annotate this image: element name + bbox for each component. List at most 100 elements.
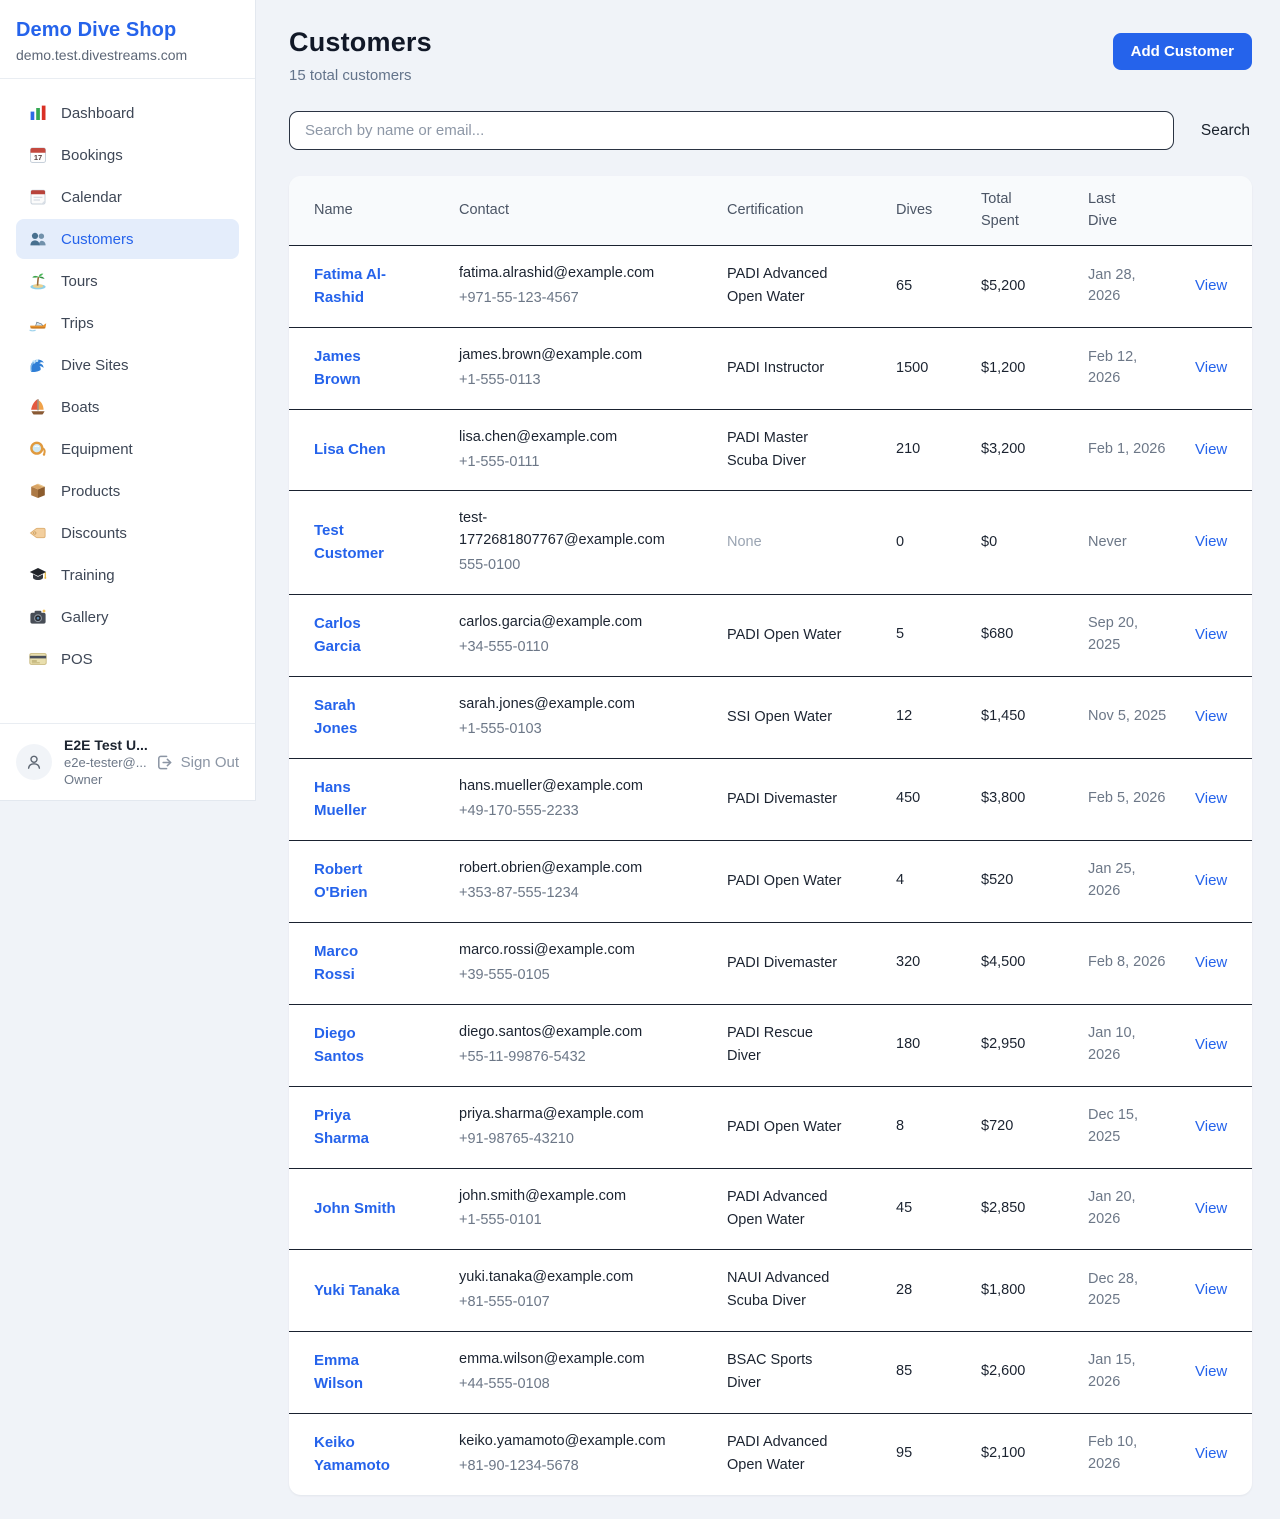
table-row: Sarah Jones sarah.jones@example.com +1-555…	[289, 676, 1252, 759]
customer-email: john.smith@example.com	[459, 1187, 627, 1204]
customer-name-link[interactable]: Keiko Yamamoto	[314, 1433, 390, 1474]
column-header-contact: Contact	[447, 176, 715, 246]
column-header-actions	[1183, 176, 1252, 246]
customer-contact-cell: yuki.tanaka@example.com +81-555-0107	[447, 1249, 715, 1332]
view-link[interactable]: View	[1195, 1362, 1228, 1380]
customer-name-link[interactable]: Diego Santos	[314, 1024, 365, 1065]
customer-certification-cell: PADI Instructor	[715, 327, 884, 410]
view-link[interactable]: View	[1195, 707, 1228, 725]
customer-phone: +1-555-0111	[459, 453, 540, 470]
user-info: E2E Test U... e2e-tester@... Owner	[64, 737, 148, 787]
customer-name-link[interactable]: Sarah Jones	[314, 696, 358, 737]
customer-name-link[interactable]: Priya Sharma	[314, 1106, 370, 1147]
search-button[interactable]: Search	[1199, 116, 1252, 146]
search-input[interactable]	[289, 111, 1174, 150]
sidebar-item-dive-sites[interactable]: Dive Sites	[16, 345, 239, 385]
customer-dives-cell: 5	[884, 594, 969, 677]
customer-certification-cell: PADI Open Water	[715, 1086, 884, 1169]
customer-contact-cell: lisa.chen@example.com +1-555-0111	[447, 409, 715, 492]
customer-name-link[interactable]: Robert O'Brien	[314, 860, 368, 901]
customer-certification: PADI Advanced Open Water	[727, 1434, 828, 1474]
customer-phone: +49-170-555-2233	[459, 802, 579, 819]
sidebar-item-bookings[interactable]: Bookings	[16, 135, 239, 175]
column-header-dives: Dives	[884, 176, 969, 246]
sidebar-item-boats[interactable]: Boats	[16, 387, 239, 427]
customer-name-cell: Yuki Tanaka	[289, 1249, 447, 1332]
customer-certification-cell: SSI Open Water	[715, 676, 884, 759]
customer-name-link[interactable]: Yuki Tanaka	[314, 1281, 400, 1299]
customer-phone: 555-0100	[459, 556, 521, 573]
customer-certification-cell: None	[715, 490, 884, 595]
sidebar-item-tours[interactable]: Tours	[16, 261, 239, 301]
sidebar-item-equipment[interactable]: Equipment	[16, 429, 239, 469]
sidebar-item-dashboard[interactable]: Dashboard	[16, 93, 239, 133]
sidebar-item-discounts[interactable]: Discounts	[16, 513, 239, 553]
view-link[interactable]: View	[1195, 789, 1228, 807]
customer-name-link[interactable]: John Smith	[314, 1200, 396, 1218]
view-link[interactable]: View	[1195, 1444, 1228, 1462]
view-link[interactable]: View	[1195, 440, 1228, 458]
customer-name-link[interactable]: Fatima Al-Rashid	[314, 265, 386, 307]
customer-name-link[interactable]: Test Customer	[314, 522, 385, 563]
sidebar-item-products[interactable]: Products	[16, 471, 239, 511]
customer-last-dive-cell: Jan 25, 2026	[1076, 840, 1183, 923]
customer-dives-cell: 320	[884, 922, 969, 1005]
customer-certification: PADI Open Water	[727, 1118, 842, 1135]
customer-name-cell: Hans Mueller	[289, 758, 447, 841]
add-customer-button[interactable]: Add Customer	[1112, 33, 1252, 70]
view-link[interactable]: View	[1195, 953, 1228, 971]
customers-table: Name Contact Certification Dives Total Spent…	[289, 176, 1252, 1495]
view-link[interactable]: View	[1195, 1035, 1228, 1053]
customer-last-dive-cell: Jan 10, 2026	[1076, 1004, 1183, 1087]
customer-name-link[interactable]: Marco Rossi	[314, 942, 359, 983]
customer-certification: PADI Master Scuba Diver	[727, 430, 809, 470]
sidebar-item-training[interactable]: Training	[16, 555, 239, 595]
customer-name-link[interactable]: Carlos Garcia	[314, 614, 361, 655]
gallery-icon	[28, 607, 48, 627]
view-link[interactable]: View	[1195, 277, 1228, 295]
customer-actions-cell: View	[1183, 490, 1252, 595]
table-row: Test Customer test-1772681807767@example.…	[289, 490, 1252, 595]
customer-certification-cell: NAUI Advanced Scuba Diver	[715, 1249, 884, 1332]
customer-name-link[interactable]: Hans Mueller	[314, 778, 367, 819]
sidebar-item-gallery[interactable]: Gallery	[16, 597, 239, 637]
customer-contact-cell: carlos.garcia@example.com +34-555-0110	[447, 594, 715, 677]
customer-email: yuki.tanaka@example.com	[459, 1269, 634, 1286]
customer-total-spent-cell: $1,800	[969, 1249, 1076, 1332]
customer-phone: +34-555-0110	[459, 638, 549, 655]
customer-email: lisa.chen@example.com	[459, 428, 618, 445]
view-link[interactable]: View	[1195, 1281, 1228, 1299]
customer-actions-cell: View	[1183, 1086, 1252, 1169]
customer-last-dive-cell: Never	[1076, 490, 1183, 595]
customer-name-link[interactable]: James Brown	[314, 347, 361, 389]
view-link[interactable]: View	[1195, 533, 1228, 551]
customer-contact-cell: john.smith@example.com +1-555-0101	[447, 1168, 715, 1251]
tours-icon	[28, 271, 48, 291]
view-link[interactable]: View	[1195, 359, 1228, 377]
customer-email: emma.wilson@example.com	[459, 1350, 645, 1367]
page-header: Customers 15 total customers Add Custome…	[289, 27, 1252, 84]
sign-out-button[interactable]: Sign Out	[155, 753, 239, 772]
sidebar-item-customers[interactable]: Customers	[16, 219, 239, 259]
sidebar-item-calendar[interactable]: Calendar	[16, 177, 239, 217]
view-link[interactable]: View	[1195, 871, 1228, 889]
customer-email: robert.obrien@example.com	[459, 859, 643, 876]
customer-certification-cell: BSAC Sports Diver	[715, 1331, 884, 1414]
customer-contact-cell: hans.mueller@example.com +49-170-555-2233	[447, 758, 715, 841]
sidebar-item-trips[interactable]: Trips	[16, 303, 239, 343]
customer-certification-cell: PADI Rescue Diver	[715, 1004, 884, 1087]
customer-certification-cell: PADI Open Water	[715, 594, 884, 677]
customer-name-link[interactable]: Emma Wilson	[314, 1351, 364, 1392]
customer-dives-cell: 1500	[884, 327, 969, 410]
column-header-certification: Certification	[715, 176, 884, 246]
customer-actions-cell: View	[1183, 1413, 1252, 1495]
sidebar-item-pos[interactable]: POS	[16, 639, 239, 679]
customer-name-link[interactable]: Lisa Chen	[314, 441, 386, 459]
view-link[interactable]: View	[1195, 625, 1228, 643]
customer-total-spent-cell: $520	[969, 840, 1076, 923]
customer-total-spent-cell: $2,950	[969, 1004, 1076, 1087]
view-link[interactable]: View	[1195, 1199, 1228, 1217]
customer-certification: NAUI Advanced Scuba Diver	[727, 1270, 830, 1310]
customer-phone: +55-11-99876-5432	[459, 1048, 586, 1065]
view-link[interactable]: View	[1195, 1117, 1228, 1135]
